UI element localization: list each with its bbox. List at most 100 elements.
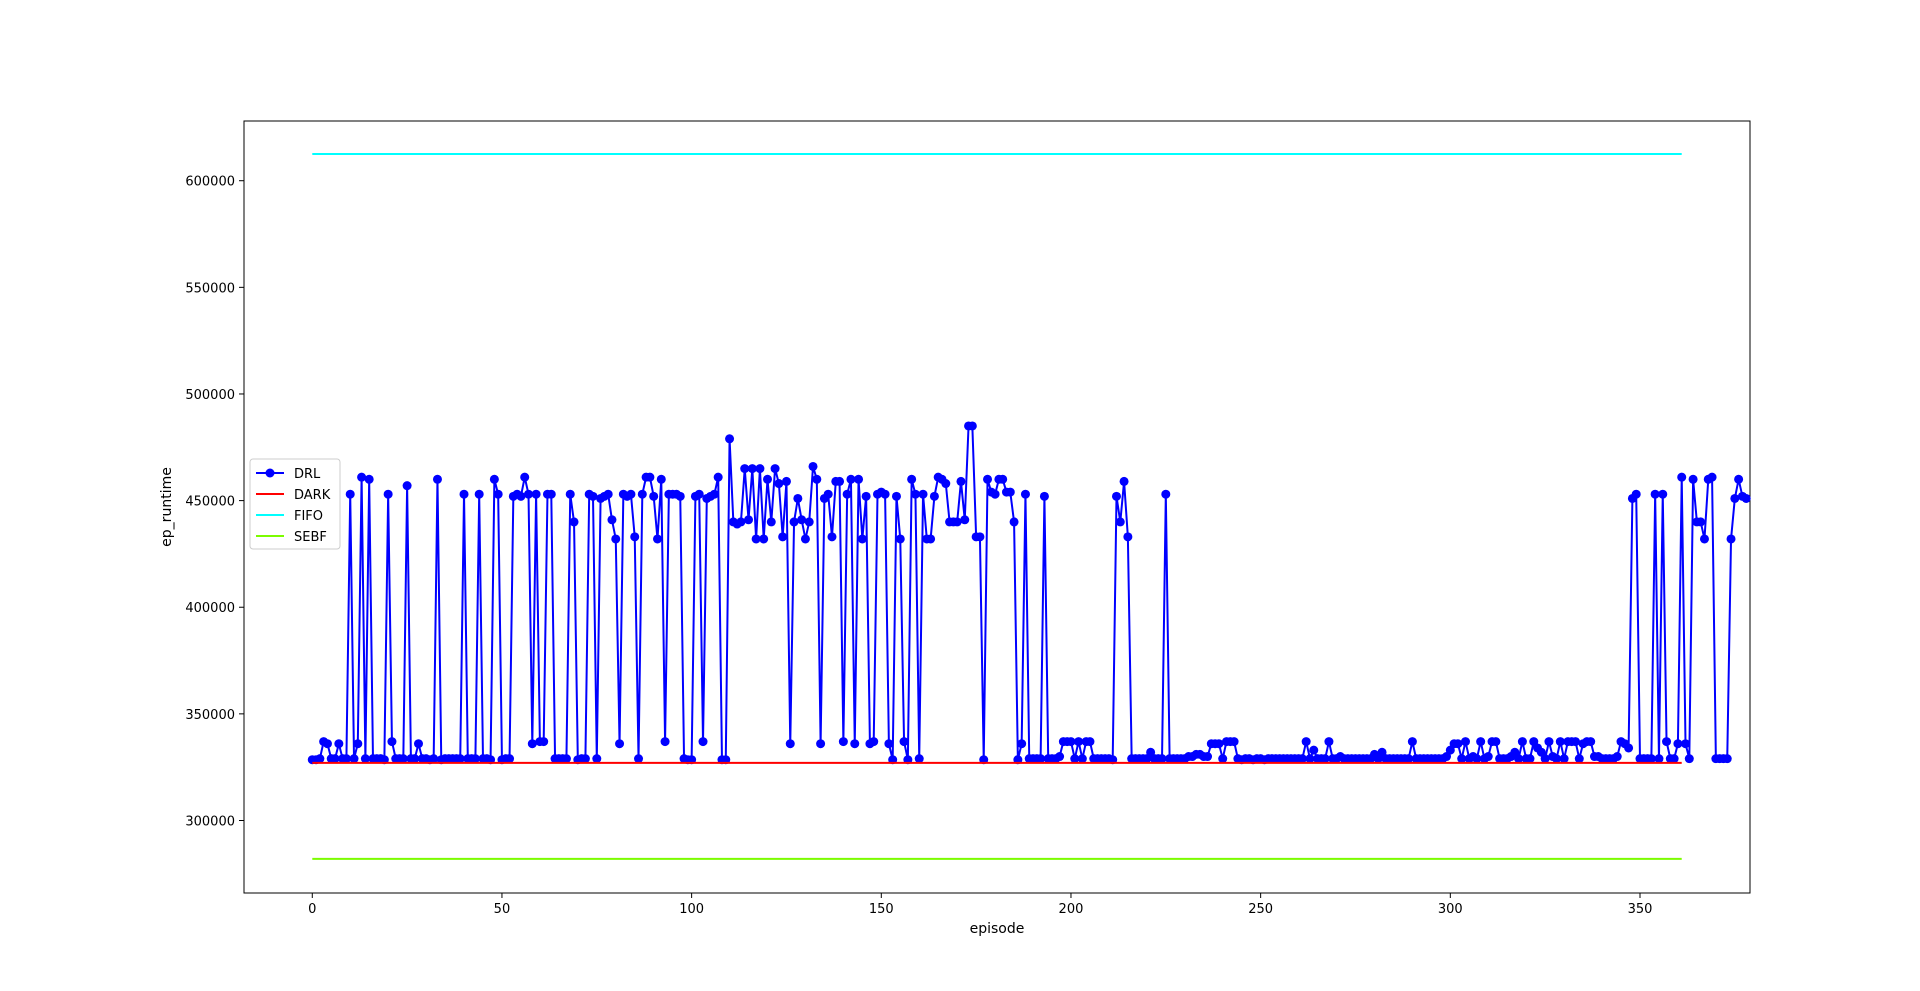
series-drl-point bbox=[546, 489, 556, 499]
series-drl-point bbox=[634, 754, 644, 764]
x-tick-label: 300 bbox=[1438, 902, 1463, 917]
series-drl-point bbox=[914, 754, 924, 764]
series-drl-point bbox=[520, 472, 530, 482]
series-drl-point bbox=[470, 754, 480, 764]
series-drl-point bbox=[1115, 517, 1125, 527]
y-tick-label: 300000 bbox=[185, 814, 235, 829]
series-drl-point bbox=[1305, 754, 1315, 764]
series-drl-point bbox=[1517, 737, 1527, 747]
series-drl-point bbox=[527, 739, 537, 749]
series-drl-point bbox=[781, 476, 791, 486]
series-drl-point bbox=[983, 474, 993, 484]
series-drl-point bbox=[1472, 754, 1482, 764]
series-drl-point bbox=[649, 491, 659, 501]
series-drl-point bbox=[1646, 754, 1656, 764]
series-drl-point bbox=[1161, 489, 1171, 499]
y-axis-title: ep_runtime bbox=[159, 467, 175, 547]
series-drl-point bbox=[1707, 472, 1717, 482]
series-drl-point bbox=[793, 493, 803, 503]
series-drl-point bbox=[1722, 754, 1732, 764]
series-drl-point bbox=[675, 491, 685, 501]
series-drl-point bbox=[360, 754, 370, 764]
series-drl-point bbox=[1669, 754, 1679, 764]
series-drl-point bbox=[918, 489, 928, 499]
legend-label-drl: DRL bbox=[294, 467, 321, 482]
series-drl-point bbox=[1654, 754, 1664, 764]
legend-label-dark: DARK bbox=[294, 488, 331, 503]
series-drl-point bbox=[1123, 532, 1133, 542]
series-drl-point bbox=[816, 739, 826, 749]
series-drl-point bbox=[861, 491, 871, 501]
series-drl-point bbox=[322, 739, 332, 749]
series-drl-point bbox=[1574, 754, 1584, 764]
series-drl-point bbox=[1681, 739, 1691, 749]
series-drl-point bbox=[1741, 493, 1751, 503]
series-drl-point bbox=[960, 515, 970, 525]
series-drl-point bbox=[770, 464, 780, 474]
series-drl-point bbox=[759, 534, 769, 544]
series-drl-point bbox=[1476, 737, 1486, 747]
series-drl-point bbox=[1673, 739, 1683, 749]
legend-marker-drl bbox=[265, 468, 275, 478]
series-drl-point bbox=[1074, 737, 1084, 747]
series-drl-point bbox=[755, 464, 765, 474]
series-drl-point bbox=[774, 479, 784, 489]
series-drl-point bbox=[645, 472, 655, 482]
series-drl-point bbox=[1658, 489, 1668, 499]
series-drl-point bbox=[1404, 754, 1414, 764]
series-drl-point bbox=[1218, 754, 1228, 764]
series-drl-point bbox=[592, 754, 602, 764]
series-drl-point bbox=[1696, 517, 1706, 527]
series-drl-point bbox=[1020, 489, 1030, 499]
series-drl-point bbox=[580, 754, 590, 764]
series-drl-point bbox=[1320, 754, 1330, 764]
series-drl-point bbox=[398, 754, 408, 764]
series-drl-point bbox=[630, 532, 640, 542]
series-drl-point bbox=[1009, 517, 1019, 527]
series-drl-point bbox=[603, 489, 613, 499]
series-drl-point bbox=[1214, 739, 1224, 749]
series-drl-point bbox=[1017, 739, 1027, 749]
series-drl-point bbox=[429, 754, 439, 764]
series-drl-point bbox=[1688, 474, 1698, 484]
x-tick-label: 150 bbox=[869, 902, 894, 917]
series-drl-point bbox=[569, 517, 579, 527]
series-drl-point bbox=[1077, 754, 1087, 764]
series-drl-point bbox=[364, 474, 374, 484]
series-drl-point bbox=[626, 489, 636, 499]
series-drl-point bbox=[1650, 489, 1660, 499]
x-tick-label: 50 bbox=[494, 902, 511, 917]
series-layer bbox=[307, 153, 1751, 860]
series-drl-point bbox=[1005, 487, 1015, 497]
series-drl-point bbox=[1297, 754, 1307, 764]
series-drl-point bbox=[827, 532, 837, 542]
series-drl-point bbox=[410, 754, 420, 764]
legend-label-sebf: SEBF bbox=[294, 530, 327, 545]
series-drl-point bbox=[804, 517, 814, 527]
series-drl-point bbox=[797, 515, 807, 525]
series-drl-point bbox=[1036, 754, 1046, 764]
series-drl-point bbox=[588, 491, 598, 501]
series-drl-point bbox=[1111, 491, 1121, 501]
series-drl-point bbox=[1699, 534, 1709, 544]
series-drl-point bbox=[315, 754, 325, 764]
series-drl-point bbox=[842, 489, 852, 499]
legend: DRL DARK FIFO SEBF bbox=[249, 458, 341, 550]
x-tick-label: 200 bbox=[1059, 902, 1084, 917]
series-drl-point bbox=[998, 474, 1008, 484]
series-drl-point bbox=[929, 491, 939, 501]
series-drl-point bbox=[1624, 743, 1634, 753]
series-drl-point bbox=[1309, 745, 1319, 755]
series-drl-point bbox=[1571, 737, 1580, 747]
series-drl-point bbox=[539, 737, 549, 747]
series-drl-point bbox=[725, 434, 735, 444]
series-drl-point bbox=[823, 489, 833, 499]
series-drl-point bbox=[869, 737, 879, 747]
series-drl-point bbox=[1726, 534, 1736, 544]
x-axis: 0 50 100 150 200 250 300 350 bbox=[308, 893, 1652, 917]
series-drl-point bbox=[1119, 476, 1129, 486]
series-drl-point bbox=[1039, 491, 1049, 501]
series-drl-point bbox=[414, 739, 423, 749]
series-drl-point bbox=[709, 489, 719, 499]
